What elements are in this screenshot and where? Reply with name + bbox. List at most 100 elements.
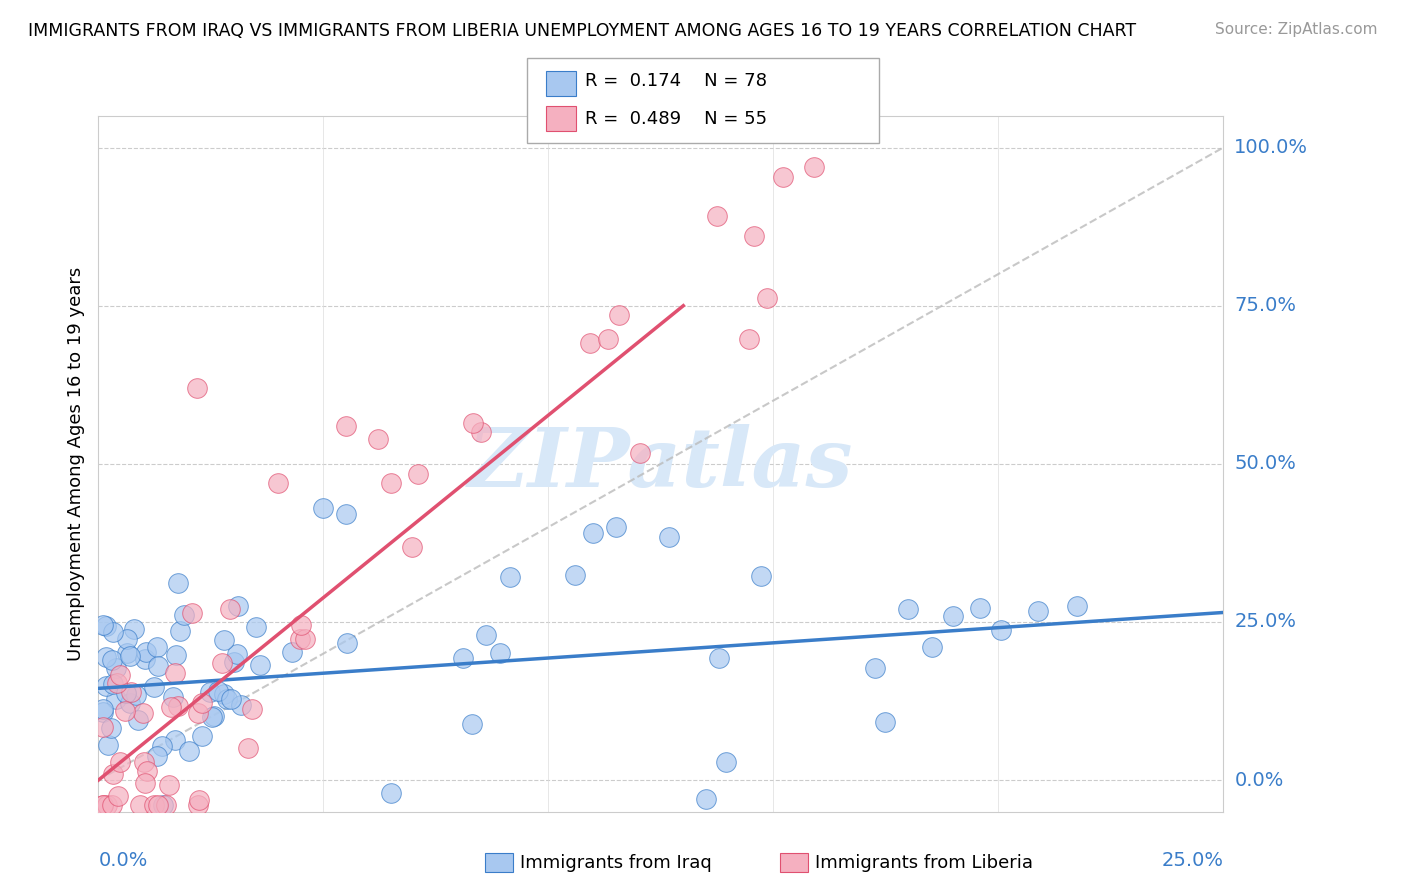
Point [188,793,211,807]
Point [173,607,195,622]
Text: R =  0.174    N = 78: R = 0.174 N = 78 [585,71,766,90]
Point [165,648,187,663]
Point [461,716,484,731]
Point [91,798,114,813]
Point [166,699,188,714]
Point [181,606,204,620]
Point [714,755,737,769]
Text: R =  0.489    N = 55: R = 0.489 N = 55 [585,110,768,128]
Point [127,713,149,727]
Point [772,169,794,184]
Point [187,706,209,720]
Point [290,632,312,646]
Text: 0.0%: 0.0% [1234,771,1284,789]
Text: 75.0%: 75.0% [1234,296,1296,315]
Point [658,530,681,544]
Point [897,602,920,616]
Point [231,698,253,712]
Point [245,620,267,634]
Text: 0.0%: 0.0% [98,851,148,870]
Point [134,652,156,666]
Point [738,332,761,346]
Point [134,776,156,790]
Point [706,209,728,223]
Point [165,665,187,680]
Point [152,798,174,813]
Point [628,446,651,460]
Point [475,628,498,642]
Point [921,640,943,654]
Point [207,683,229,698]
Point [240,702,263,716]
Point [214,688,236,702]
Point [96,798,118,813]
Point [709,651,731,665]
Text: 50.0%: 50.0% [1234,454,1296,474]
Point [134,755,156,769]
Point [212,633,235,648]
Point [157,778,180,792]
Point [105,676,128,690]
Point [401,540,423,554]
Point [190,696,212,710]
Point [129,798,152,813]
Point [249,658,271,673]
Point [863,661,886,675]
Point [159,700,181,714]
Point [94,619,117,633]
Point [117,646,139,660]
Point [200,685,222,699]
Point [226,599,249,613]
Point [219,692,242,706]
Point [605,520,627,534]
Point [101,624,124,639]
Point [380,475,402,490]
Point [582,526,605,541]
Text: Immigrants from Iraq: Immigrants from Iraq [520,854,711,871]
Point [91,798,114,813]
Point [100,653,122,667]
Point [596,332,619,346]
Point [222,656,245,670]
Point [335,418,357,433]
Point [118,696,141,710]
Point [103,677,125,691]
Point [108,755,131,769]
Point [135,764,157,779]
Point [607,308,630,322]
Point [749,569,772,583]
Point [202,709,225,723]
Point [406,467,429,481]
Point [169,624,191,639]
Point [143,680,166,694]
Point [100,798,122,813]
Point [91,617,114,632]
Point [155,798,177,813]
Point [150,739,173,753]
Point [91,721,114,735]
Point [489,646,512,660]
Point [191,729,214,743]
Point [108,668,131,682]
Point [96,649,118,664]
Point [1066,599,1088,614]
Point [969,601,991,615]
Point [499,570,522,584]
Point [742,228,765,243]
Point [211,657,233,671]
Point [146,659,169,673]
Point [470,425,492,440]
Point [91,701,114,715]
Point [114,704,136,718]
Point [91,706,114,720]
Point [165,733,187,747]
Point [179,744,201,758]
Point [131,706,153,720]
Point [94,679,117,693]
Point [148,798,170,813]
Point [942,608,965,623]
Point [101,767,124,781]
Point [217,692,239,706]
Y-axis label: Unemployment Among Ages 16 to 19 years: Unemployment Among Ages 16 to 19 years [66,267,84,661]
Point [167,575,190,590]
